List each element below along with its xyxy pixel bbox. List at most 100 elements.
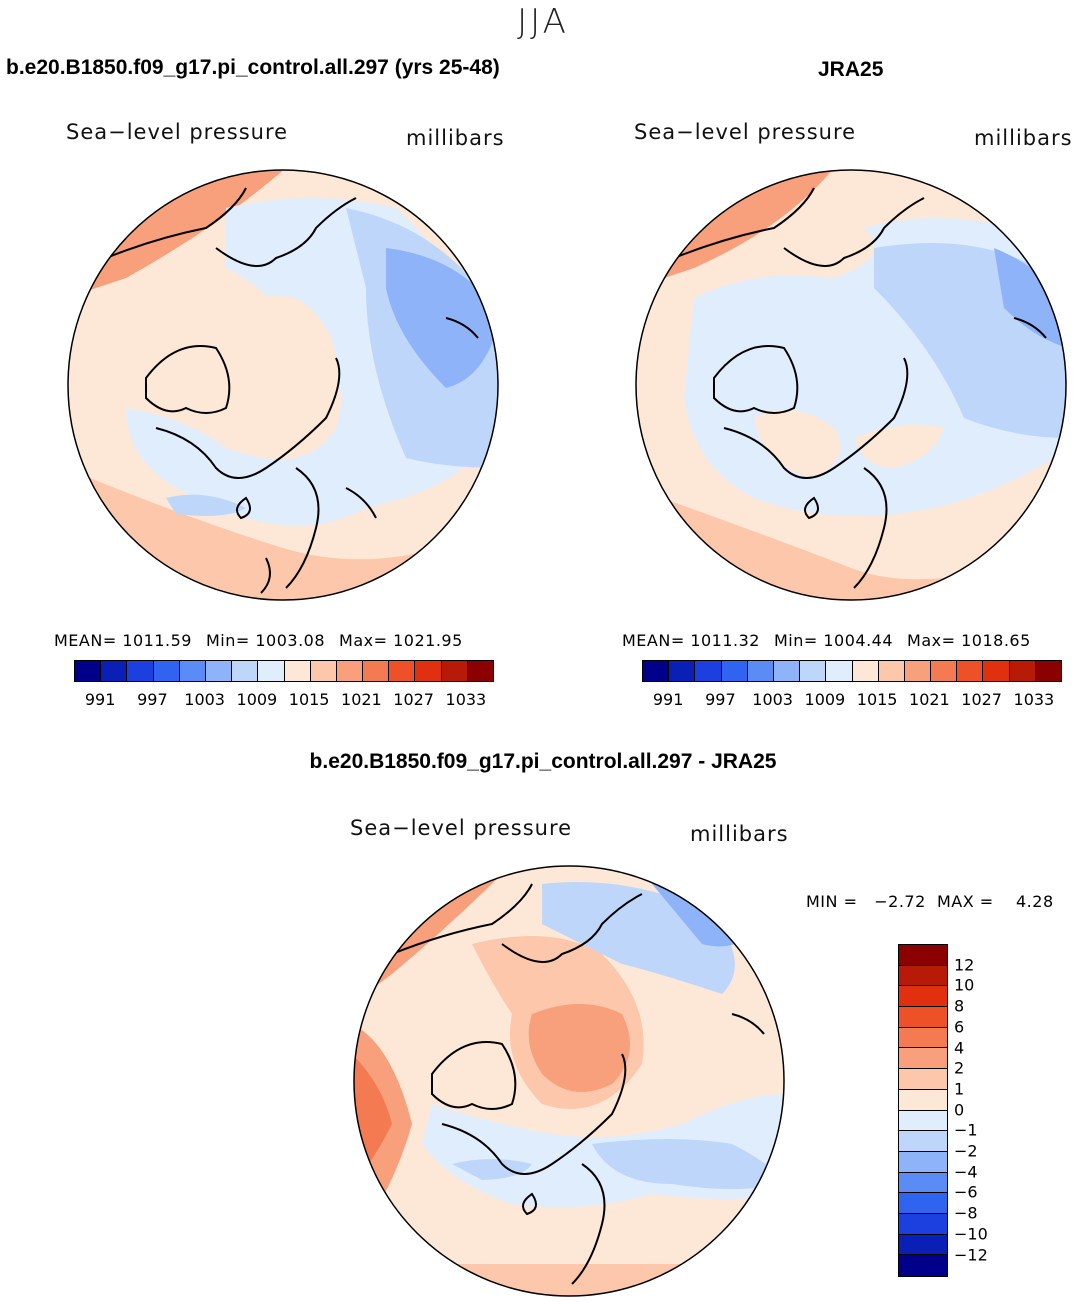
diff-colorbar-swatch-6	[899, 1069, 947, 1090]
left-colorbar	[74, 660, 494, 682]
coastlines	[105, 187, 479, 594]
right-colorbar-swatch-14	[1009, 661, 1036, 681]
left-colorbar-swatch-10	[336, 661, 364, 681]
season-title: JJA	[517, 2, 569, 42]
right-mean: MEAN= 1011.32	[622, 631, 760, 650]
left-colorbar-swatch-15	[467, 661, 493, 681]
right-colorbar-label: 1021	[909, 690, 950, 709]
right-variable-label: Sea−level pressure	[634, 120, 857, 144]
diff-colorbar-swatch-1	[899, 965, 947, 987]
diff-colorbar-label: −6	[954, 1182, 978, 1202]
left-colorbar-swatch-12	[389, 661, 416, 681]
left-variable-label: Sea−level pressure	[66, 120, 289, 144]
left-colorbar-swatch-2	[127, 661, 154, 681]
right-colorbar-label: 1015	[856, 690, 898, 709]
diff-colorbar-swatch-8	[899, 1110, 947, 1132]
right-colorbar-swatch-5	[773, 661, 801, 681]
diff-colorbar-label: −1	[954, 1120, 978, 1140]
left-colorbar-swatch-5	[205, 661, 233, 681]
map-fill-strong-warm-nw	[354, 866, 432, 924]
right-polar-map	[635, 169, 1067, 601]
diff-colorbar-swatch-7	[899, 1089, 947, 1111]
left-colorbar-swatch-14	[441, 661, 468, 681]
diff-colorbar-label: 0	[954, 1100, 965, 1120]
diff-colorbar-label: −2	[954, 1141, 978, 1161]
right-colorbar-swatch-12	[957, 661, 984, 681]
left-min: Min= 1003.08	[205, 631, 326, 650]
right-colorbar-swatch-3	[721, 661, 748, 681]
diff-colorbar-swatch-13	[899, 1213, 947, 1235]
diff-colorbar-label: −10	[954, 1224, 988, 1244]
right-colorbar-label: 1033	[1013, 690, 1055, 709]
right-colorbar-swatch-2	[695, 661, 722, 681]
diff-colorbar-swatch-14	[899, 1234, 947, 1256]
map-fill-cool-spot	[166, 494, 246, 516]
map-boundary	[635, 169, 1067, 601]
diff-colorbar-swatch-15	[899, 1255, 947, 1276]
diff-polar-map	[353, 865, 785, 1297]
left-stats: MEAN= 1011.59 Min= 1003.08 Max= 1021.95	[54, 631, 477, 650]
left-colorbar-swatch-8	[284, 661, 311, 681]
right-colorbar-swatch-1	[669, 661, 696, 681]
left-colorbar-label: 1003	[184, 690, 225, 709]
right-colorbar	[642, 660, 1062, 682]
left-colorbar-label: 991	[84, 690, 116, 709]
right-colorbar-swatch-6	[800, 661, 827, 681]
left-colorbar-swatch-1	[101, 661, 128, 681]
left-units-label: millibars	[406, 126, 505, 150]
map-fill-warm-ring	[68, 468, 498, 600]
diff-colorbar-swatch-11	[899, 1172, 947, 1194]
right-colorbar-swatch-4	[747, 661, 774, 681]
map-fill-cool-se	[592, 1139, 784, 1189]
diff-colorbar-swatch-12	[899, 1193, 947, 1214]
map-fill-warm-patch	[754, 410, 841, 478]
right-colorbar-label: 1009	[804, 690, 846, 709]
map-fill-cool-spot	[452, 1159, 532, 1180]
diff-colorbar-label: 12	[954, 955, 975, 975]
right-colorbar-label: 997	[705, 690, 736, 709]
left-mean: MEAN= 1011.59	[54, 631, 192, 650]
diff-colorbar-label: 10	[954, 975, 975, 995]
right-colorbar-label: 1027	[961, 690, 1002, 709]
right-stats: MEAN= 1011.32 Min= 1004.44 Max= 1018.65	[622, 631, 1031, 650]
map-fill-arctic-high	[209, 296, 338, 434]
map-fill-low-ne	[994, 248, 1066, 348]
right-colorbar-swatch-13	[983, 661, 1010, 681]
right-units-label: millibars	[974, 126, 1073, 150]
diff-units-label: millibars	[690, 822, 789, 846]
diff-colorbar-swatch-3	[899, 1007, 947, 1028]
diff-colorbar-label: −8	[954, 1203, 978, 1223]
right-colorbar-swatch-11	[931, 661, 958, 681]
left-polar-map	[67, 169, 499, 601]
left-colorbar-swatch-6	[232, 661, 259, 681]
right-max: Max= 1018.65	[907, 631, 1031, 650]
map-boundary	[353, 865, 785, 1297]
diff-colorbar-label: −12	[954, 1245, 988, 1264]
left-colorbar-swatch-9	[310, 661, 337, 681]
diff-colorbar-label: 2	[954, 1058, 965, 1078]
right-colorbar-swatch-9	[878, 661, 905, 681]
diff-colorbar-label: 4	[954, 1038, 965, 1057]
coastlines	[391, 883, 765, 1285]
left-max: Max= 1021.95	[339, 631, 463, 650]
diff-variable-label: Sea−level pressure	[350, 816, 573, 840]
right-colorbar-swatch-8	[852, 661, 879, 681]
left-colorbar-swatch-4	[179, 661, 206, 681]
right-colorbar-swatch-7	[826, 661, 853, 681]
left-panel-title: b.e20.B1850.f09_g17.pi_control.all.297 (…	[6, 56, 500, 79]
right-colorbar-swatch-10	[904, 661, 932, 681]
diff-colorbar-label: 6	[954, 1017, 965, 1037]
map-boundary	[67, 169, 499, 601]
diff-panel-title: b.e20.B1850.f09_g17.pi_control.all.297 -…	[309, 750, 777, 773]
map-fill-warm-core	[528, 1004, 630, 1092]
right-colorbar-label: 991	[652, 690, 684, 709]
diff-colorbar-swatch-10	[899, 1151, 947, 1173]
diff-colorbar-swatch-5	[899, 1048, 947, 1070]
diff-colorbar-swatch-4	[899, 1027, 947, 1049]
diff-colorbar	[898, 944, 948, 1277]
diff-colorbar-swatch-2	[899, 986, 947, 1008]
right-colorbar-swatch-15	[1035, 661, 1061, 681]
left-colorbar-label: 1027	[393, 690, 434, 709]
right-colorbar-swatch-0	[643, 661, 670, 681]
left-colorbar-label: 997	[137, 690, 168, 709]
